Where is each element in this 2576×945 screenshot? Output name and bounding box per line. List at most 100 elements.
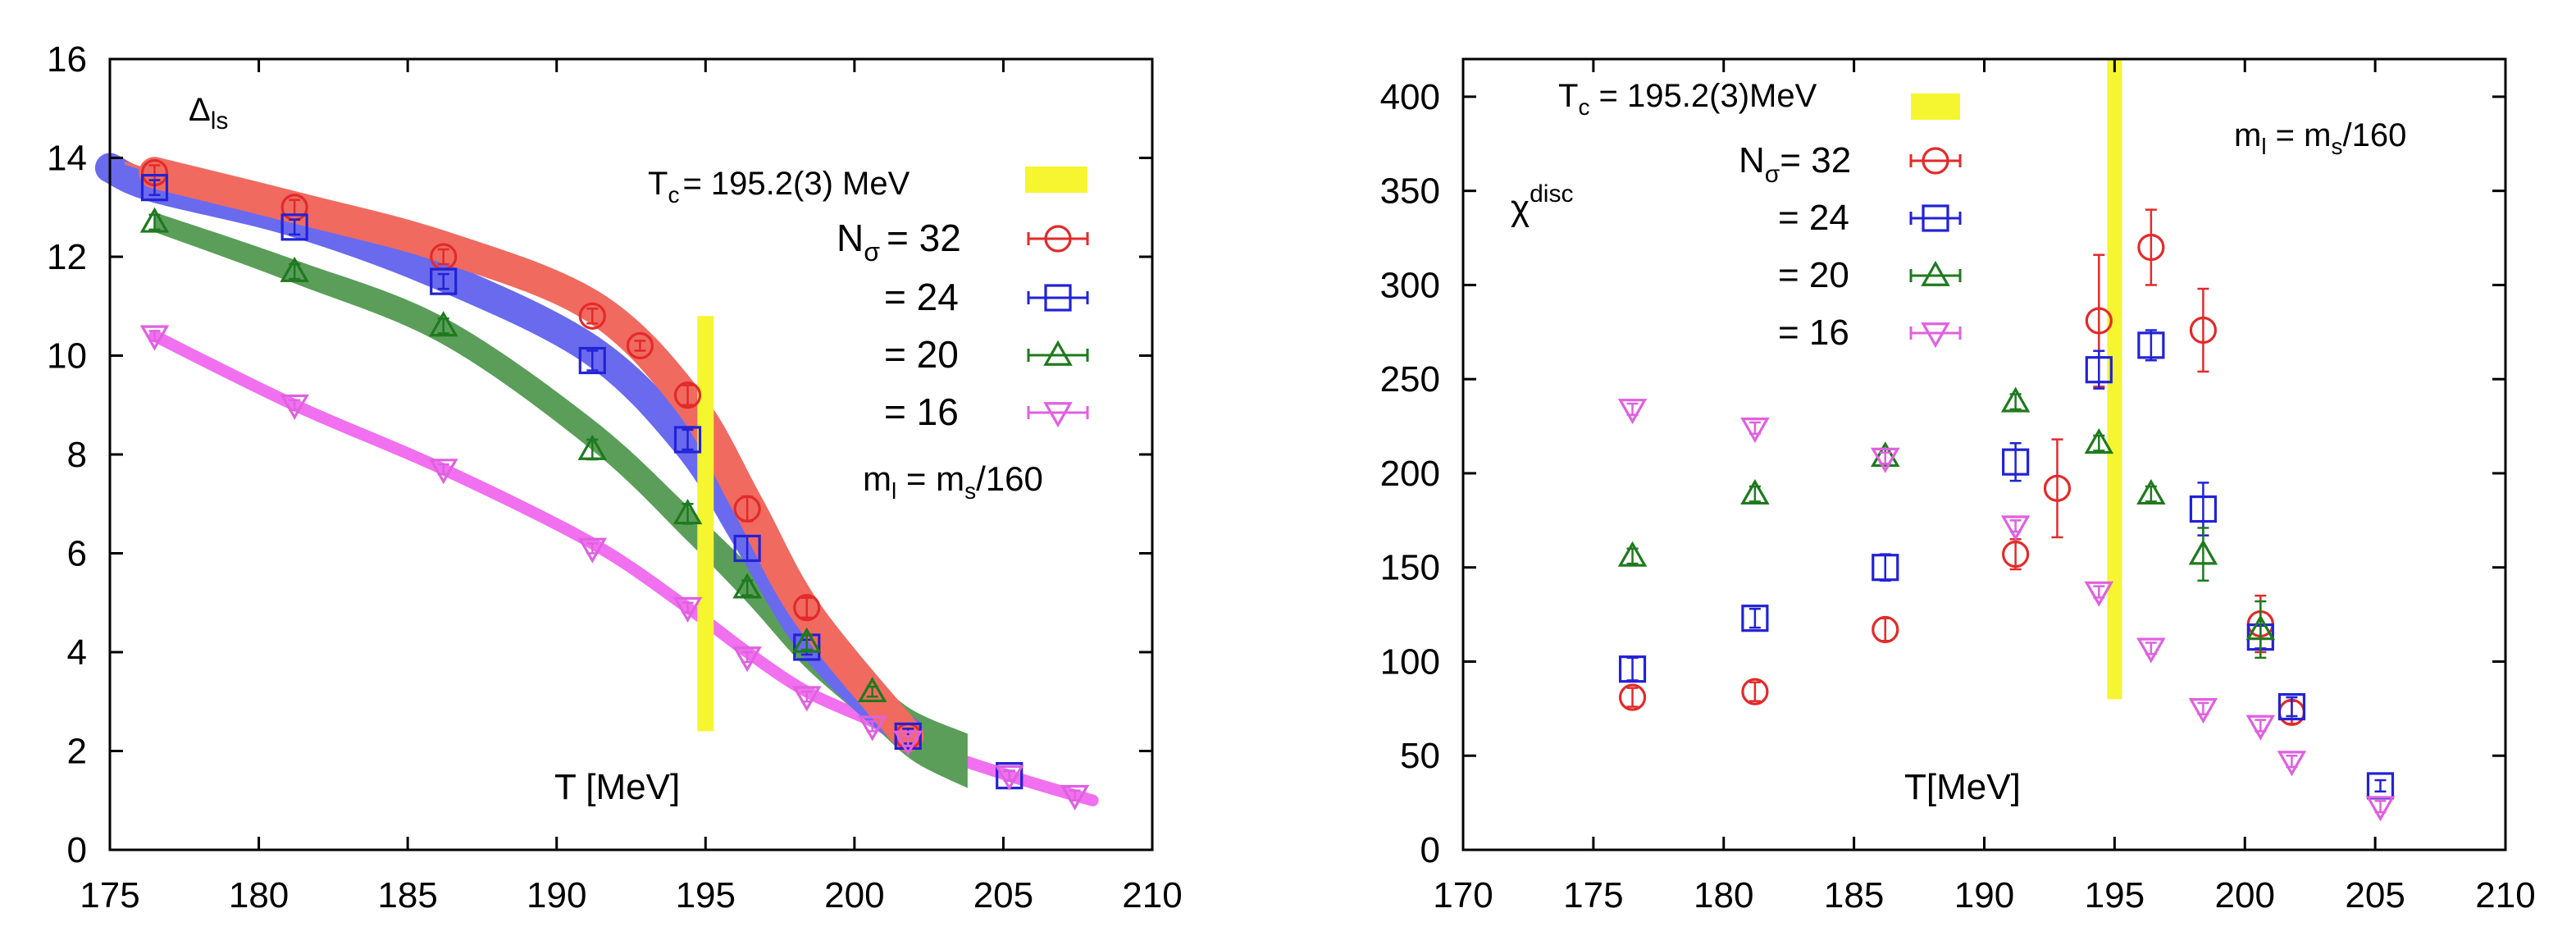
right-ytick-label: 150 <box>1380 548 1440 588</box>
left-xtick-label: 195 <box>676 875 736 915</box>
left-point <box>626 331 654 360</box>
left-legend-n32: Nσ = 32 <box>837 217 961 267</box>
right-legend-tc-swatch <box>1911 94 1960 120</box>
left-legend-marker <box>1044 225 1072 253</box>
right-point <box>2365 796 2396 822</box>
left-legend-n24: = 24 <box>884 276 959 318</box>
left-xtick-label: 210 <box>1122 875 1182 915</box>
right-point <box>1618 683 1647 711</box>
right-xtick-label: 195 <box>2085 875 2145 915</box>
left-errbar <box>682 428 694 451</box>
left-errbar <box>586 308 599 325</box>
right-legend-tc: Tc = 195.2(3)MeV <box>1558 78 1817 120</box>
right-point <box>2137 233 2165 262</box>
left-xtick-label: 180 <box>229 875 289 915</box>
left-point <box>577 434 608 460</box>
left-point <box>578 346 606 375</box>
left-errbar <box>634 340 646 352</box>
left-legend-n16: = 16 <box>884 390 959 433</box>
left-legend-tc-swatch <box>1025 167 1087 193</box>
left-ytick-label: 8 <box>67 435 87 475</box>
left-ytick-label: 2 <box>67 732 87 772</box>
right-point <box>2245 614 2276 641</box>
right-legend-marker <box>1922 204 1949 232</box>
left-errbar <box>800 596 813 619</box>
right-point <box>1618 655 1647 683</box>
left-xtick-label: 205 <box>973 875 1033 915</box>
right-ytick-label: 100 <box>1380 641 1440 682</box>
left-errbar <box>289 218 301 236</box>
right-point <box>1872 554 1899 582</box>
left-xtick-label: 185 <box>377 875 437 915</box>
right-ytick-label: 250 <box>1380 359 1440 399</box>
right-tc-band-layer <box>2107 59 2122 700</box>
left-point <box>673 381 702 409</box>
left-point <box>139 325 170 351</box>
left-point <box>430 267 458 295</box>
right-point <box>2085 356 2113 384</box>
left-point <box>791 627 822 653</box>
left-tc-band-layer <box>697 316 714 732</box>
right-xtick-label: 190 <box>1954 875 2014 915</box>
right-legend-marker <box>1921 322 1950 349</box>
right-point <box>2245 714 2276 741</box>
left-point <box>732 573 762 599</box>
left-xtick-label: 175 <box>80 875 139 915</box>
right-legend-n24: = 24 <box>1778 198 1849 238</box>
right-legend-markers <box>1909 147 1962 349</box>
right-point <box>2189 495 2218 523</box>
left-errbar <box>437 272 449 290</box>
left-legend-n20: = 20 <box>884 333 959 376</box>
left-point <box>428 459 458 485</box>
right-xtick-label: 205 <box>2345 875 2405 915</box>
right-point <box>1741 678 1769 705</box>
left-band-n32-tail <box>124 161 156 175</box>
right-legend-marker <box>1921 260 1950 286</box>
right-errbar <box>2286 696 2298 718</box>
right-point <box>1870 447 1900 473</box>
left-ytick-label: 14 <box>47 139 87 179</box>
right-errbar <box>1626 656 1639 682</box>
right-errbar <box>1748 681 1761 702</box>
left-point <box>733 534 761 563</box>
left-errbar <box>682 384 694 406</box>
right-ytick-label: 50 <box>1400 736 1440 776</box>
right-errbar <box>2255 600 2267 660</box>
right-xtick-label: 210 <box>2475 875 2535 915</box>
right-xtick-label: 200 <box>2215 875 2275 915</box>
right-ytick-label: 400 <box>1380 77 1440 117</box>
left-point <box>280 213 308 241</box>
right-point <box>1740 478 1770 505</box>
right-mass-label: ml = ms/160 <box>2234 117 2406 159</box>
right-tc-band <box>2107 59 2122 700</box>
left-ytick-label: 0 <box>67 830 87 870</box>
right-point <box>1870 441 1900 468</box>
right-point <box>2277 751 2307 777</box>
right-errbar <box>2145 208 2157 286</box>
right-errbar <box>2051 438 2063 539</box>
right-legend: Tc = 195.2(3)MeV Nσ= 32 = 24 = 20 = 16 m… <box>1558 78 2406 353</box>
left-point <box>578 302 606 330</box>
right-point <box>2084 581 2114 607</box>
left-legend-marker <box>1043 402 1073 428</box>
right-point <box>2136 637 2166 664</box>
right-point <box>1740 418 1770 444</box>
left-point <box>673 426 702 454</box>
left-xtick-label: 200 <box>824 875 884 915</box>
left-panel: 175 180 185 190 195 200 205 210 0 2 4 6 8 10 12 14 16 Δl… <box>47 39 1183 915</box>
left-errbar <box>437 248 449 266</box>
right-point <box>2277 692 2306 721</box>
right-errbar <box>2145 329 2157 362</box>
left-point <box>793 594 821 622</box>
right-point <box>2188 539 2218 565</box>
right-xtick-label: 175 <box>1563 875 1623 915</box>
left-point <box>280 256 309 282</box>
left-point <box>733 495 761 523</box>
right-point <box>2002 448 2030 476</box>
right-legend-n20: = 20 <box>1778 255 1849 295</box>
right-xtick-label: 170 <box>1433 875 1493 915</box>
left-legend-marker <box>1044 284 1072 312</box>
left-ytick-label: 12 <box>47 237 87 277</box>
left-mass-label: ml = ms/160 <box>863 459 1043 504</box>
left-legend-marker <box>1043 340 1073 366</box>
